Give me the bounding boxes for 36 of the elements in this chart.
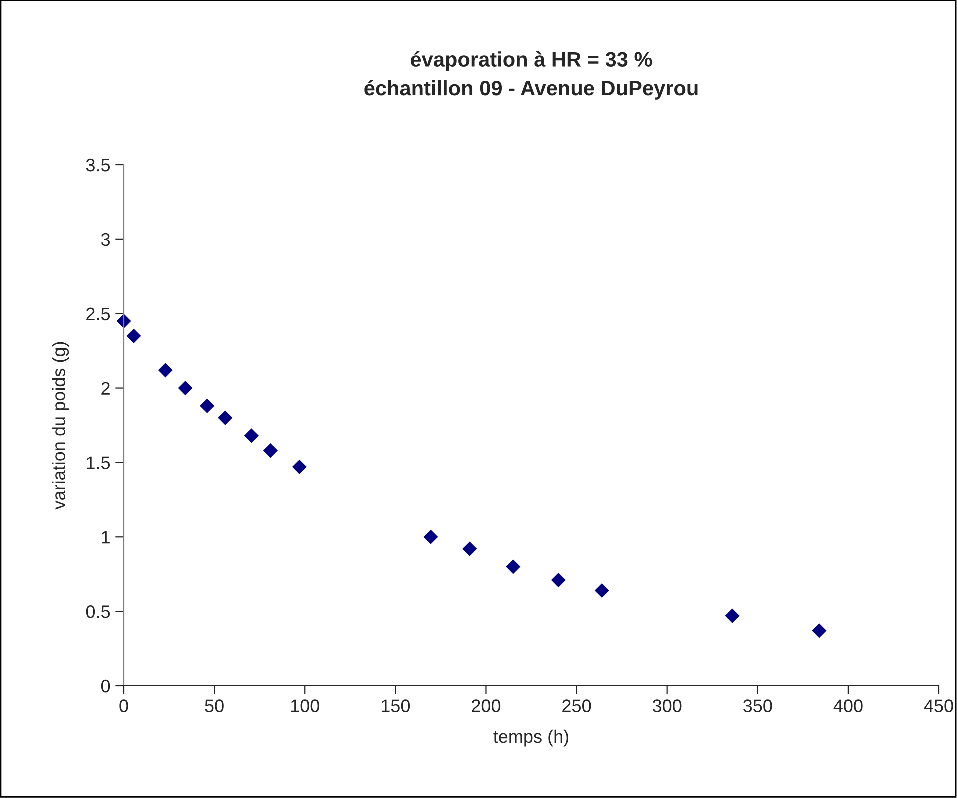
y-tick-label: 2.5 [86,308,110,321]
point [424,530,438,544]
x-tick-label: 200 [472,700,501,712]
point [292,460,307,474]
x-tick-label: 400 [834,700,863,712]
x-tick-label: 150 [382,700,410,712]
point [158,363,173,378]
y-tick-label: 1 [102,531,110,544]
y-tick-label: 3 [101,233,110,246]
point [462,542,478,556]
x-tick-label: 450 [924,700,954,712]
x-tick-label: 50 [205,700,224,712]
y-tick-label: 0.5 [86,606,110,618]
chart-title: évaporation à HR = 33 % échantillon 09 - Avenue DuPeyrou [364,52,698,100]
y-tick-label: 1.5 [87,456,110,470]
point [126,328,142,344]
point [812,624,827,638]
point [263,444,278,458]
x-tick-label: 100 [291,700,320,712]
y-tick-label: 0 [101,680,110,693]
y-axis-title: variation du poids (g) [52,342,70,510]
point [594,583,610,598]
x-tick-label: 250 [562,700,592,712]
x-tick-label: 0 [120,700,128,712]
point [200,398,215,414]
point [551,573,566,588]
x-tick-label: 350 [744,700,772,712]
point [506,560,521,574]
point [218,410,233,426]
x-axis-title: temps (h) [494,730,569,747]
point [244,428,259,444]
point [178,381,193,396]
x-tick-label: 300 [652,700,682,712]
point [725,608,740,624]
y-tick-label: 3.5 [86,158,110,172]
y-tick-label: 2 [102,382,110,395]
